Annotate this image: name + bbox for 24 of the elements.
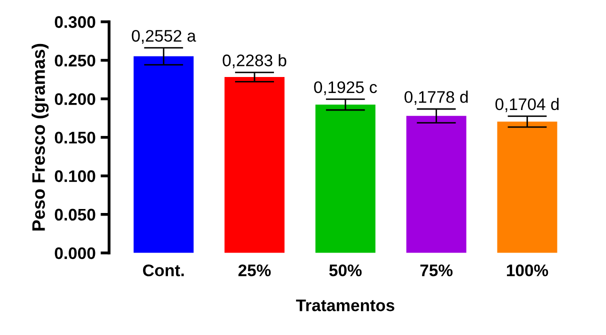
x-tick-label: 75% — [420, 264, 453, 276]
data-label: 0,2283 b — [222, 54, 286, 68]
y-axis-title: Peso Fresco (gramas) — [32, 44, 49, 230]
y-tick-label: 0.100 — [54, 170, 96, 182]
y-tick-label: 0.150 — [54, 132, 96, 144]
y-tick-label: 0.200 — [54, 93, 96, 106]
data-label: 0,1925 c — [314, 81, 377, 96]
y-tick-label: 0.250 — [54, 54, 96, 67]
y-tick-label: 0.300 — [54, 16, 96, 28]
bar — [134, 56, 194, 253]
bar — [224, 77, 285, 253]
x-tick-label: 100% — [506, 264, 548, 276]
bar — [406, 116, 466, 253]
x-tick-label: 50% — [329, 264, 362, 276]
x-tick-label: 25% — [238, 264, 271, 276]
data-label: 0,2552 a — [132, 30, 196, 44]
data-label: 0,1778 d — [404, 90, 468, 105]
data-label: 0,1704 d — [495, 98, 559, 112]
bar — [315, 104, 376, 253]
x-tick-label: Cont. — [143, 264, 184, 276]
y-tick-label: 0.050 — [54, 208, 96, 221]
x-axis-title: Tratamentos — [296, 300, 394, 312]
bar — [497, 122, 558, 253]
y-tick-label: 0.000 — [54, 247, 96, 260]
